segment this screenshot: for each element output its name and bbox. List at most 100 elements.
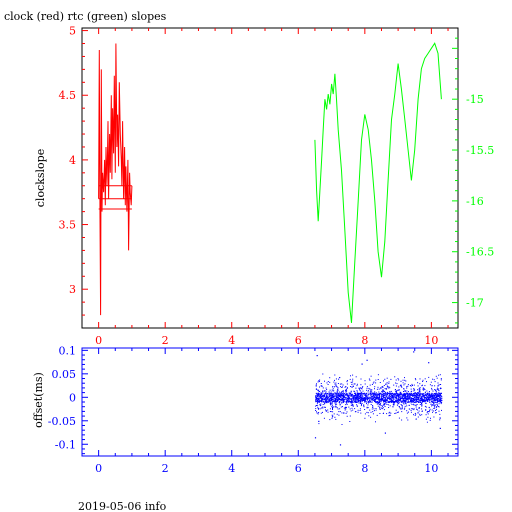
offset-point (421, 402, 423, 404)
offset-point (426, 394, 428, 396)
slopes-x-tick-label: 4 (228, 334, 235, 347)
offset-point (370, 395, 372, 397)
clock-series-line (98, 43, 133, 316)
offset-point (426, 381, 427, 383)
offset-point (349, 415, 351, 417)
offset-point (431, 387, 433, 389)
offset-point (414, 397, 416, 398)
offset-point (394, 402, 395, 404)
offset-point (400, 384, 402, 386)
offset-point (323, 396, 325, 398)
offset-point (373, 395, 374, 397)
offset-point (318, 400, 320, 402)
offset-point (329, 389, 331, 391)
offset-point (437, 399, 439, 401)
offset-point (403, 399, 405, 401)
offset-point (336, 407, 338, 409)
offset-point (400, 398, 402, 400)
offset-point (424, 385, 426, 387)
offset-point (336, 400, 338, 402)
offset-point (422, 393, 424, 395)
offset-point (317, 381, 319, 383)
offset-point (379, 402, 381, 403)
offset-point (387, 398, 388, 400)
offset-point (401, 407, 403, 409)
offset-point (316, 397, 318, 399)
offset-point (383, 380, 384, 382)
offset-point (355, 395, 357, 397)
offset-point (374, 386, 376, 388)
offset-point (425, 409, 427, 411)
offset-point (361, 386, 363, 388)
offset-point (393, 384, 395, 386)
offset-point (440, 379, 442, 381)
offset-point (392, 406, 394, 408)
offset-point (322, 411, 323, 413)
offset-point (414, 401, 416, 403)
offset-point (346, 401, 347, 403)
offset-point (329, 419, 331, 421)
offset-point (391, 398, 393, 400)
offset-point (389, 391, 391, 393)
offset-point (421, 394, 423, 396)
offset-point (413, 395, 415, 397)
offset-point (322, 397, 324, 399)
offset-point (410, 393, 412, 394)
offset-point (433, 404, 435, 406)
offset-point (388, 397, 390, 398)
offset-point (441, 397, 443, 399)
offset-point (436, 406, 438, 408)
offset-point (385, 402, 387, 403)
offset-point (375, 399, 376, 401)
offset-point (408, 408, 410, 410)
offset-point (431, 398, 432, 400)
offset-point (379, 403, 380, 405)
offset-point (390, 392, 392, 394)
offset-point (417, 396, 419, 398)
offset-point (396, 396, 398, 398)
offset-point (439, 388, 441, 390)
offset-point (378, 391, 380, 393)
offset-point (436, 398, 438, 400)
offset-point (330, 393, 332, 395)
offset-point (402, 382, 404, 384)
offset-point (371, 384, 373, 385)
offset-point (435, 393, 437, 395)
offset-point (418, 410, 420, 412)
slopes-left-tick-label: 3 (69, 283, 76, 296)
offset-point (379, 408, 381, 410)
offset-point (436, 392, 438, 394)
offset-point (359, 395, 361, 397)
offset-point (363, 399, 365, 401)
offset-point (357, 392, 359, 394)
offset-point (415, 418, 417, 420)
offset-point (387, 391, 388, 393)
offset-point (331, 403, 333, 405)
offset-point (437, 406, 439, 407)
offset-point (437, 382, 439, 384)
offset-point (425, 418, 427, 420)
offset-point (399, 393, 401, 395)
offset-point (337, 392, 339, 394)
offset-point (318, 399, 320, 401)
offset-point (327, 401, 329, 403)
offset-point (407, 400, 409, 402)
offset-point (398, 389, 400, 390)
offset-point (434, 404, 436, 406)
offset-point (335, 386, 337, 387)
offset-point (387, 401, 389, 403)
offset-point (426, 412, 428, 414)
offset-point (388, 412, 390, 414)
offset-point (318, 401, 320, 403)
offset-point (399, 391, 401, 393)
offset-point (383, 394, 385, 396)
offset-point (337, 388, 339, 390)
offset-point (419, 392, 421, 394)
offset-point (398, 398, 400, 400)
offset-point (362, 399, 364, 401)
offset-point (317, 393, 319, 395)
offset-point (342, 384, 344, 386)
offset-point (403, 399, 405, 401)
offset-point (367, 391, 369, 393)
offset-point (382, 400, 384, 402)
